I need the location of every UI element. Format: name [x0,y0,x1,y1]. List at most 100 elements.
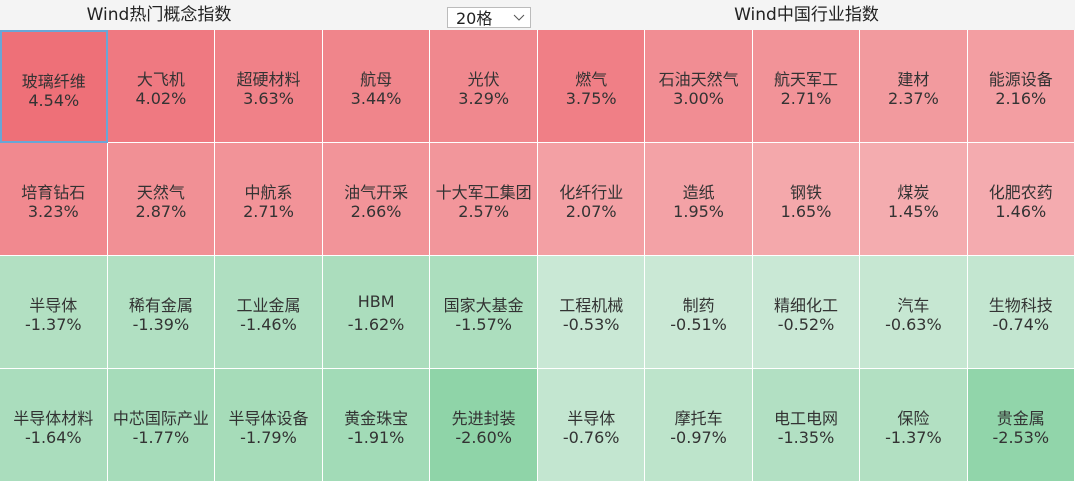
index-cell[interactable]: 保险 -1.37% [860,369,968,482]
index-cell[interactable]: 半导体 -0.76% [538,369,646,482]
index-change: -1.57% [455,315,512,334]
index-name: 造纸 [682,183,715,202]
index-cell[interactable]: 工程机械 -0.53% [538,256,646,369]
index-change: 2.37% [887,89,939,108]
index-cell[interactable]: 石油天然气 3.00% [645,30,753,143]
index-change: -1.35% [777,428,835,447]
index-cell[interactable]: 电工电网 -1.35% [752,369,861,482]
index-cell[interactable]: 航母 3.44% [322,30,431,143]
index-cell[interactable]: 黄金珠宝 -1.91% [322,369,431,482]
index-change: 3.23% [27,202,79,221]
index-cell[interactable]: 国家大基金 -1.57% [430,256,538,369]
index-name: 光伏 [467,70,500,89]
index-name: 制药 [682,296,715,315]
index-cell[interactable]: 先进封装 -2.60% [430,369,538,482]
index-cell[interactable]: 化肥农药 1.46% [967,143,1075,256]
index-cell[interactable]: 钢铁 1.65% [752,143,861,256]
index-cell[interactable]: 航天军工 2.71% [752,30,861,143]
index-name: 贵金属 [996,409,1045,428]
dropdown-value: 20格 [456,9,493,28]
index-name: 航母 [360,70,393,89]
index-change: -2.53% [992,428,1050,447]
index-cell[interactable]: 燃气 3.75% [538,30,646,143]
index-cell[interactable]: 中芯国际产业 -1.77% [107,369,216,482]
index-cell[interactable]: 大飞机 4.02% [107,30,216,143]
index-change: -0.52% [777,315,835,334]
index-name: 生物科技 [988,296,1053,315]
index-cell[interactable]: 工业金属 -1.46% [215,256,323,369]
index-name: 能源设备 [988,70,1053,89]
index-change: 3.00% [673,89,724,108]
index-change: -1.64% [24,428,82,447]
index-change: 3.75% [565,89,617,108]
index-name: 超硬材料 [236,70,301,89]
index-name: 石油天然气 [658,70,739,89]
index-cell[interactable]: 培育钻石 3.23% [0,143,108,256]
index-cell[interactable]: 煤炭 1.45% [860,143,968,256]
index-cell[interactable]: 贵金属 -2.53% [967,369,1075,482]
index-change: 1.45% [887,202,939,221]
chevron [513,14,525,21]
index-change: -0.74% [992,315,1050,334]
index-cell[interactable]: 天然气 2.87% [107,143,216,256]
index-change: 2.71% [243,202,294,221]
index-change: -1.79% [240,428,297,447]
index-cell[interactable]: 十大军工集团 2.57% [430,143,538,256]
index-cell[interactable]: 能源设备 2.16% [967,30,1075,143]
index-cell[interactable]: 化纤行业 2.07% [538,143,646,256]
index-cell[interactable]: 中航系 2.71% [215,143,323,256]
index-cell[interactable]: 玻璃纤维 4.54% [0,30,108,143]
index-name: 建材 [897,70,930,89]
index-name: 半导体设备 [228,409,309,428]
index-cell[interactable]: 超硬材料 3.63% [215,30,323,143]
index-change: -1.46% [240,315,297,334]
index-name: 钢铁 [789,183,822,202]
index-cell[interactable]: 半导体 -1.37% [0,256,108,369]
index-cell[interactable]: 汽车 -0.63% [860,256,968,369]
index-name: 煤炭 [897,183,930,202]
index-name: 电工电网 [773,409,838,428]
index-cell[interactable]: 生物科技 -0.74% [967,256,1075,369]
index-cell[interactable]: 造纸 1.95% [645,143,753,256]
index-name: HBM [357,292,395,311]
right-title: Wind中国行业指数 [734,5,879,25]
index-change: 2.66% [350,202,402,221]
index-change: -1.37% [885,428,942,447]
index-cell[interactable]: 光伏 3.29% [430,30,538,143]
index-cell[interactable]: HBM -1.62% [322,256,431,369]
index-name: 航天军工 [773,70,838,89]
index-cell[interactable]: 摩托车 -0.97% [645,369,753,482]
index-name: 大飞机 [136,70,185,89]
index-change: 4.02% [135,89,187,108]
index-name: 工程机械 [559,296,624,315]
index-name: 化肥农药 [988,183,1053,202]
index-cell[interactable]: 油气开采 2.66% [322,143,431,256]
index-change: 1.46% [995,202,1047,221]
index-name: 燃气 [575,70,608,89]
index-name: 油气开采 [344,183,409,202]
index-change: -0.76% [562,428,620,447]
index-change: 2.87% [135,202,187,221]
index-cell[interactable]: 制药 -0.51% [645,256,753,369]
index-change: -1.39% [132,315,190,334]
index-cell[interactable]: 半导体材料 -1.64% [0,369,108,482]
index-change: -1.37% [24,315,82,334]
index-cell[interactable]: 建材 2.37% [860,30,968,143]
index-cell[interactable]: 半导体设备 -1.79% [215,369,323,482]
index-name: 半导体 [567,409,616,428]
index-change: 3.44% [350,89,402,108]
index-cell[interactable]: 稀有金属 -1.39% [107,256,216,369]
index-change: 2.57% [458,202,510,221]
index-name: 中航系 [244,183,293,202]
index-change: 1.65% [780,202,832,221]
index-cell[interactable]: 精细化工 -0.52% [752,256,861,369]
grid-size-dropdown[interactable]: 20格 [447,7,531,28]
index-change: -0.63% [885,315,942,334]
index-name: 中芯国际产业 [112,409,209,428]
index-name: 天然气 [136,183,185,202]
left-title: Wind热门概念指数 [86,5,232,25]
index-name: 工业金属 [236,296,301,315]
index-name: 先进封装 [451,409,516,428]
right-header: Wind中国行业指数 [538,0,1075,30]
